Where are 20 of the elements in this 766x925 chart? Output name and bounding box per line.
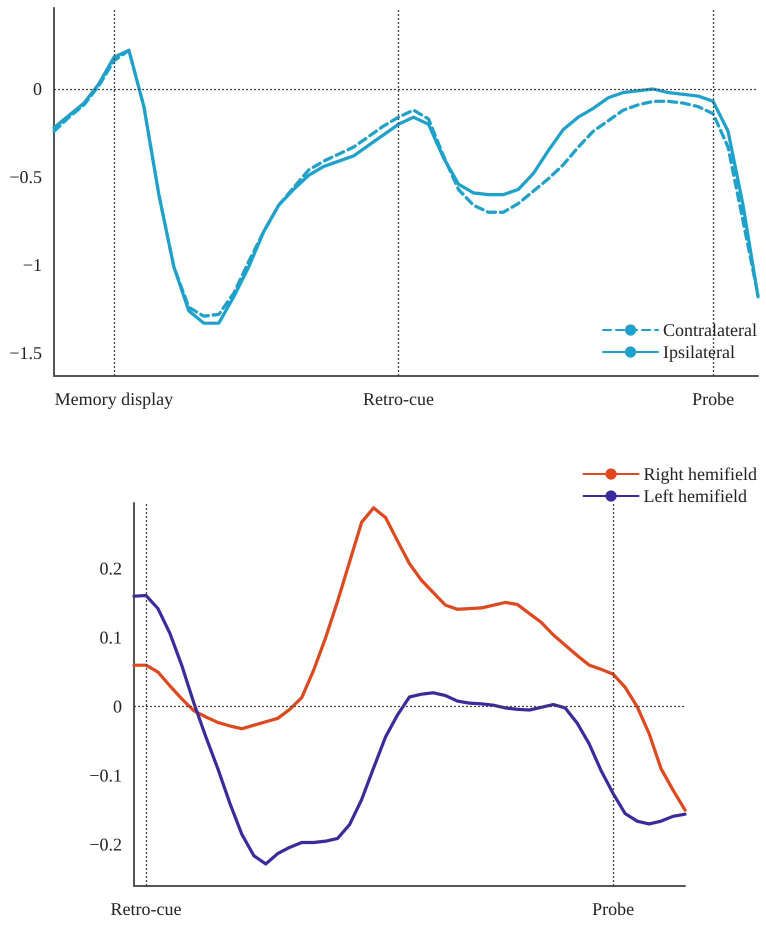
- legend-label: Right hemifield: [644, 464, 757, 484]
- y-tick-label: −1: [22, 255, 42, 276]
- y-tick-label: 0: [33, 78, 42, 99]
- y-tick-label: −0.5: [9, 167, 42, 188]
- x-tick-label: Retro-cue: [363, 389, 434, 409]
- legend-label: Ipsilateral: [663, 342, 736, 362]
- y-tick-label: −1.5: [9, 343, 42, 364]
- y-tick-label: 0.2: [100, 558, 122, 579]
- line-series: [132, 506, 687, 812]
- x-tick-label: Retro-cue: [110, 899, 182, 919]
- legend-label: Contralateral: [663, 320, 758, 340]
- legend-label: Left hemifield: [644, 486, 747, 506]
- x-tick-label: Probe: [592, 899, 634, 919]
- y-tick-label: 0: [113, 696, 122, 717]
- line-series: [132, 594, 687, 866]
- y-tick-label: 0.1: [100, 628, 122, 648]
- y-tick-label: −0.1: [89, 766, 122, 786]
- y-tick-label: −0.2: [89, 834, 122, 855]
- x-tick-label: Memory display: [54, 389, 174, 409]
- x-tick-label: Probe: [692, 389, 734, 409]
